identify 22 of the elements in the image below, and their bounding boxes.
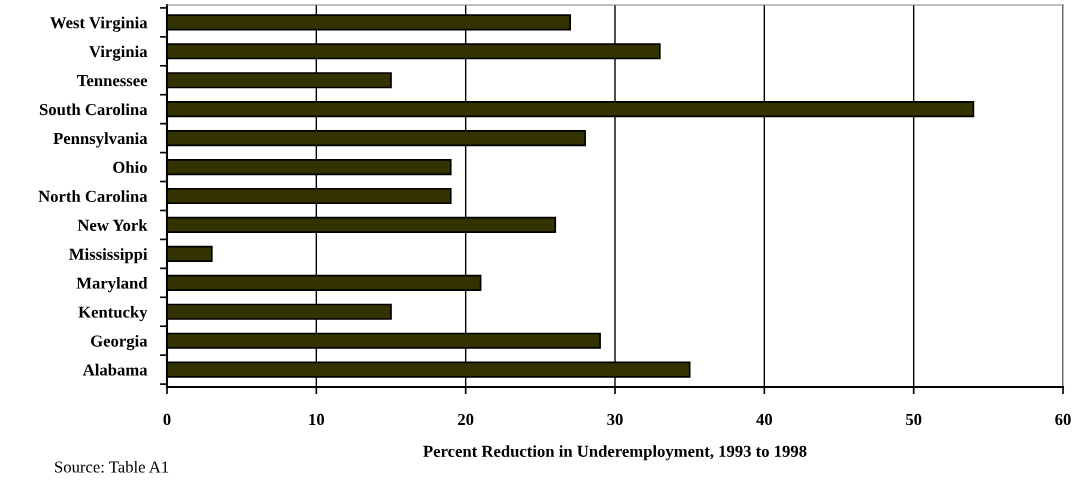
- y-tick-label: Kentucky: [78, 305, 148, 322]
- y-tick-label: Alabama: [82, 363, 148, 376]
- y-tick-label: New York: [77, 219, 148, 231]
- y-tick-label: Mississippi: [69, 248, 148, 264]
- x-tick-label: 20: [458, 413, 474, 426]
- y-tick-label: West Virginia: [50, 16, 148, 32]
- y-tick-label: Tennessee: [77, 75, 148, 87]
- y-tick-label: Georgia: [90, 334, 148, 351]
- y-tick-label: Ohio: [113, 161, 147, 174]
- x-tick-label: 10: [309, 413, 325, 426]
- x-tick-label: 60: [1055, 413, 1071, 426]
- y-tick-label: Maryland: [76, 277, 148, 293]
- y-tick-label: South Carolina: [39, 103, 148, 116]
- x-tick-label: 0: [163, 413, 171, 426]
- x-tick-label: 30: [607, 413, 623, 426]
- x-tick-label: 50: [906, 413, 922, 426]
- x-axis-title: Percent Reduction in Underemployment, 1993 to 1998: [423, 445, 807, 461]
- y-tick-label: Pennsylvania: [53, 132, 148, 148]
- y-tick-label: North Carolina: [38, 190, 148, 202]
- source-note: Source: Table A1: [55, 460, 169, 473]
- x-tick-label: 40: [756, 413, 773, 426]
- y-tick-label: Virginia: [89, 45, 148, 61]
